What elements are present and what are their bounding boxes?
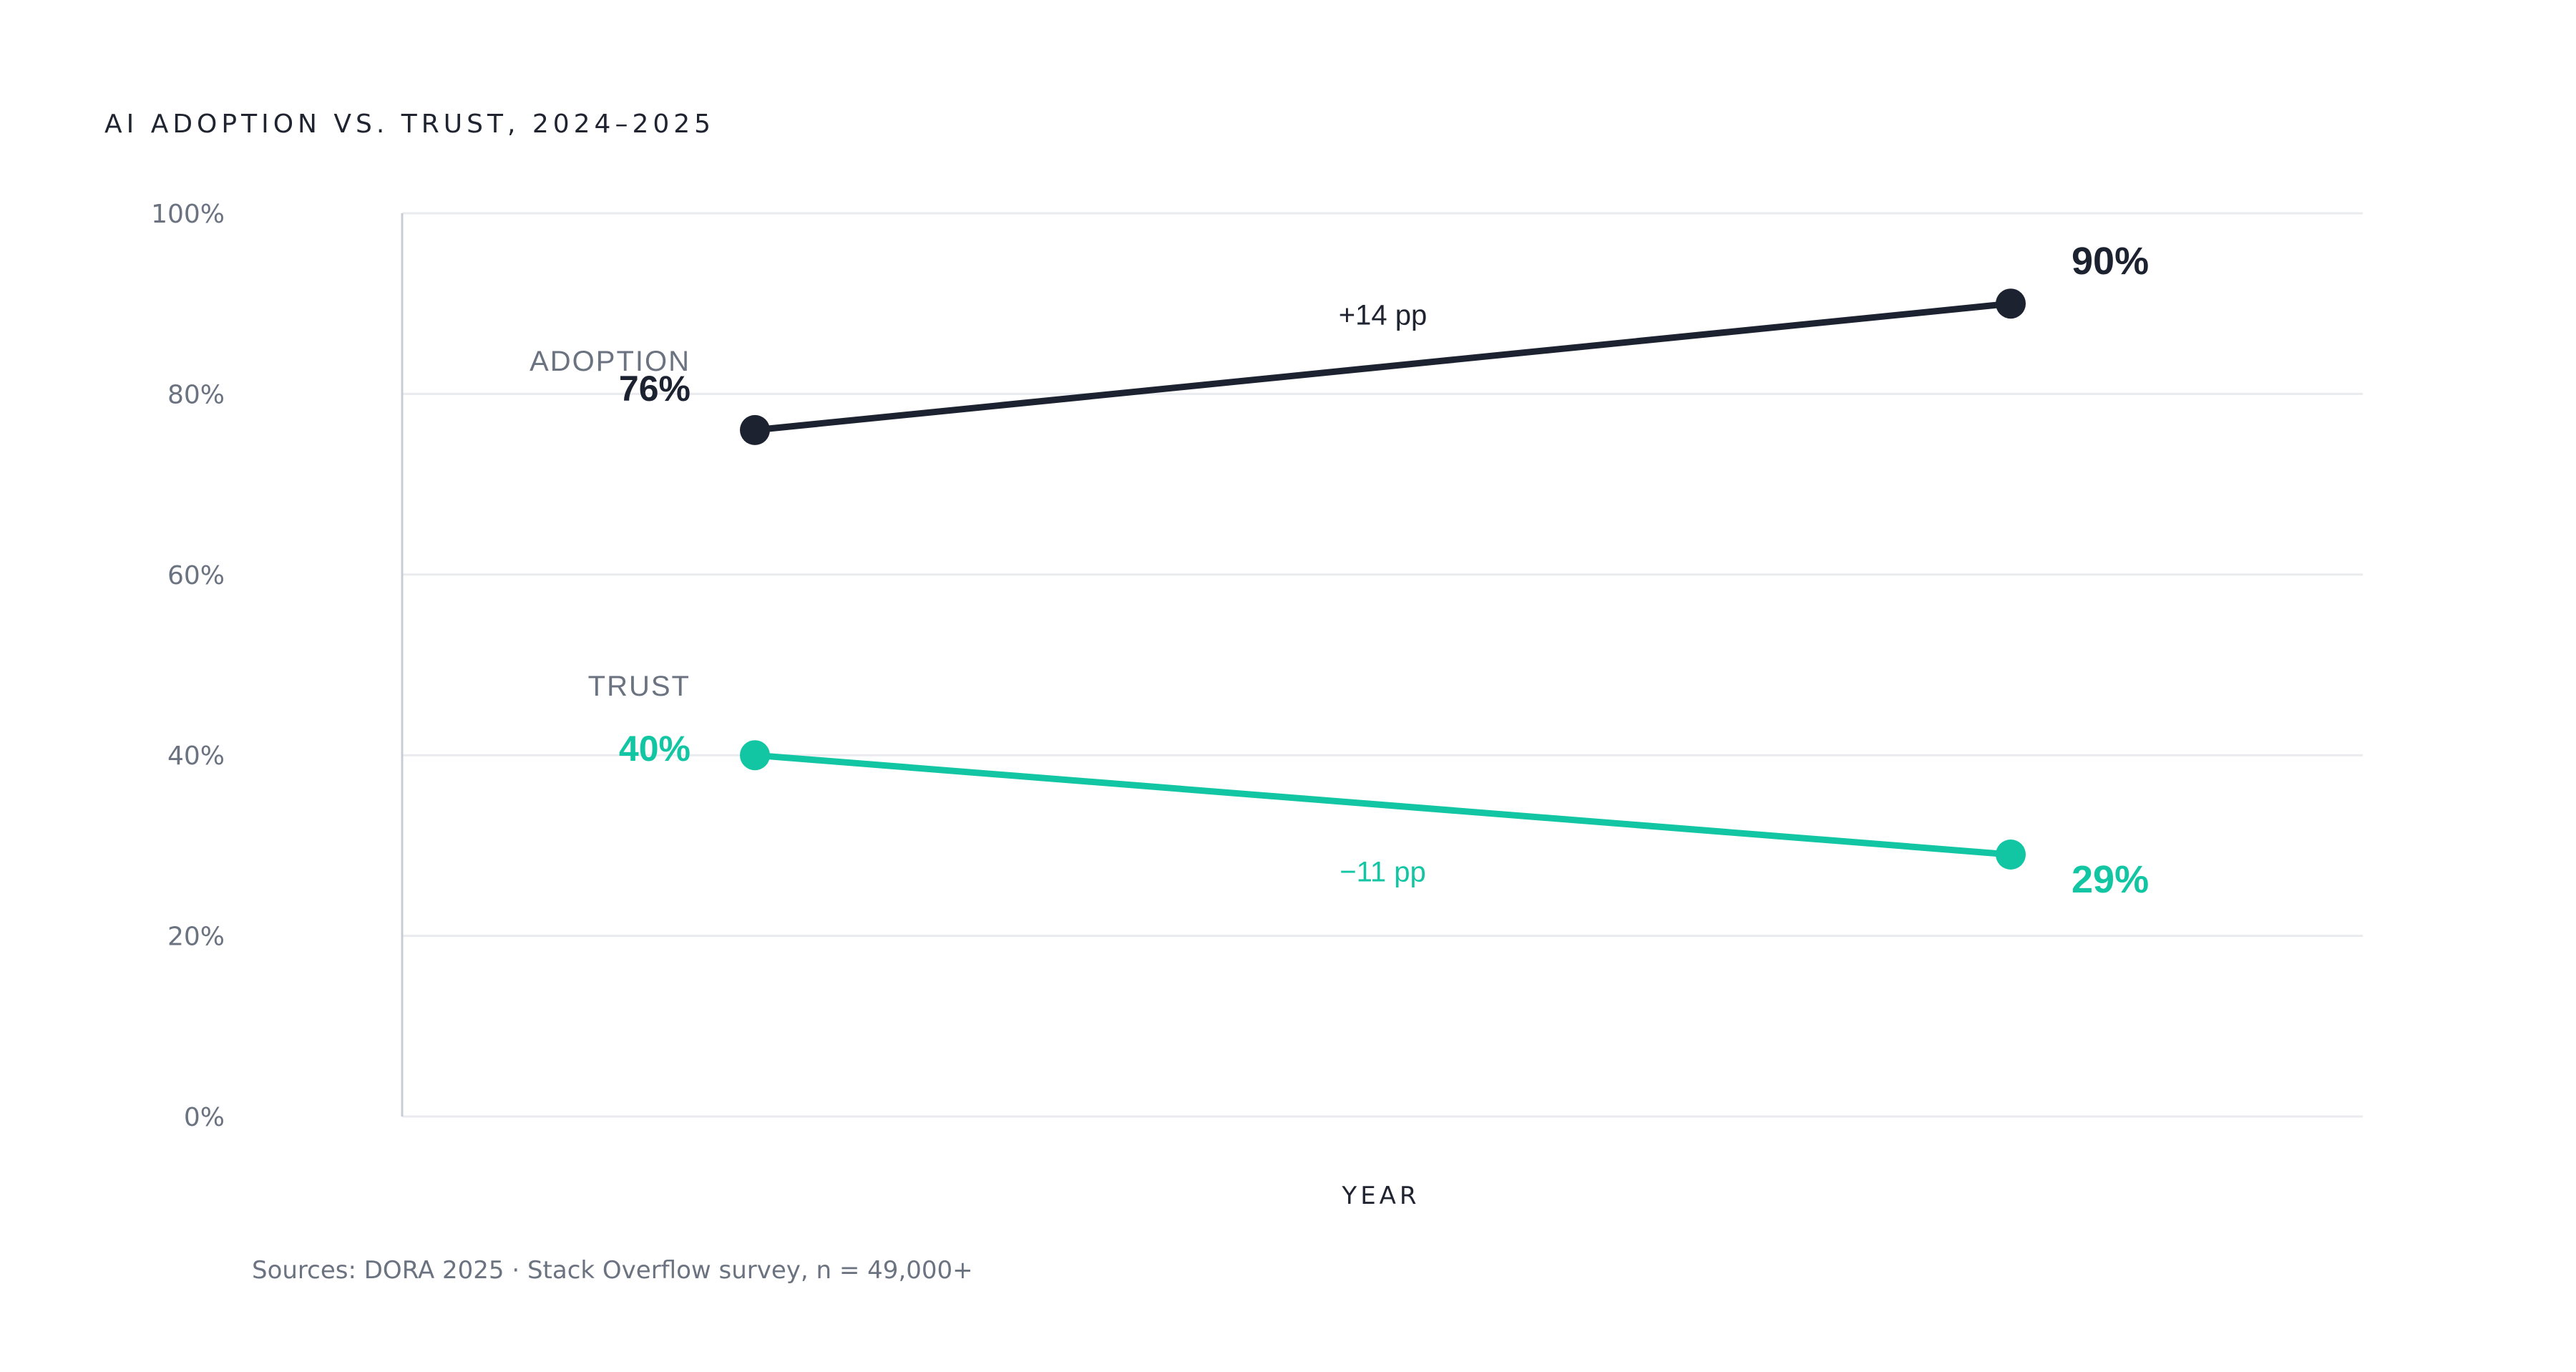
- grid: [401, 212, 2363, 1118]
- adoption-line: [751, 300, 2014, 434]
- adoption-series-label: ADOPTION: [530, 346, 691, 377]
- trust-point-start: [740, 740, 770, 771]
- y-tick-label: 0%: [184, 1103, 225, 1132]
- trust-series-label: TRUST: [588, 671, 691, 702]
- y-tick-label: 80%: [167, 380, 225, 409]
- y-tick-label: 40%: [167, 741, 225, 771]
- trust-start-value: 40%: [619, 729, 691, 769]
- chart-title: AI ADOPTION VS. TRUST, 2024–2025: [104, 110, 715, 139]
- trust-line: [751, 751, 2014, 858]
- adoption-point-end: [1996, 288, 2026, 319]
- trust-point-end: [1996, 840, 2026, 870]
- y-tick-label: 20%: [167, 923, 225, 952]
- source-note: Sources: DORA 2025 · Stack Overflow surv…: [252, 1256, 973, 1285]
- trust-end-value: 29%: [2072, 858, 2149, 901]
- trust-delta-label: −11 pp: [1340, 857, 1426, 888]
- y-axis-ticks: 0% 20% 40% 60% 80% 100%: [151, 200, 225, 1132]
- y-tick-label: 60%: [167, 561, 225, 590]
- adoption-delta-label: +14 pp: [1339, 300, 1427, 331]
- x-axis-label: YEAR: [1341, 1182, 1420, 1210]
- y-tick-label: 100%: [151, 200, 225, 229]
- adoption-point-start: [740, 414, 770, 445]
- series-lines: [740, 288, 2026, 870]
- adoption-end-value: 90%: [2072, 240, 2149, 283]
- adoption-start-value: 76%: [619, 369, 691, 409]
